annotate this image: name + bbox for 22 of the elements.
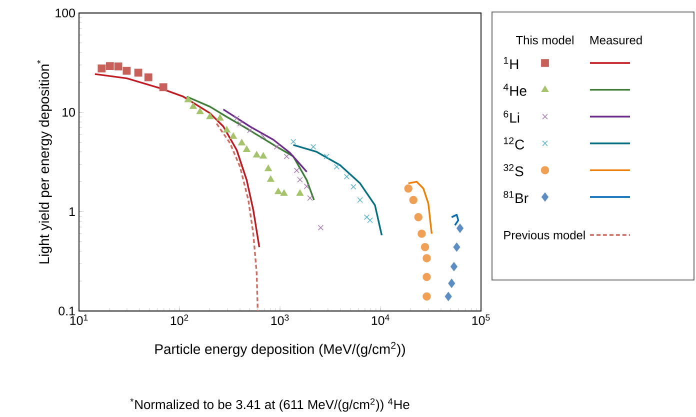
x-tick-label: 10$^{3}$ <box>271 314 289 326</box>
y-axis-title: Light yield per energy deposition$^{*}$ <box>37 60 52 264</box>
line-series <box>450 214 460 226</box>
x-tick-label: 10$^{1}$ <box>70 314 88 325</box>
legend-label: Previous model <box>504 230 585 240</box>
y-tick-label: 10 <box>62 108 75 117</box>
legend-label: $^{1}$H <box>504 57 518 69</box>
x-axis-title: Particle energy deposition (MeV/(g/cm$^{2}$)) <box>155 342 405 357</box>
text: $^{*}$Normalized to be 3.41 at (611 MeV/(g/cm$^{2}$)) $^{4}$He <box>130 398 410 412</box>
text: This model <box>516 36 574 44</box>
y-tick-label: 0.1 <box>58 306 75 316</box>
legend-label: $^{32}$S <box>504 164 524 176</box>
x-tick-label: 10$^{4}$ <box>372 314 390 325</box>
legend-label: $^{4}$He <box>503 84 526 96</box>
legend-label: $^{81}$Br <box>504 190 528 204</box>
y-tick-label: 100 <box>56 8 75 18</box>
x-tick-label: 10$^{5}$ <box>472 314 490 325</box>
legend-label: $^{12}$C <box>504 137 524 150</box>
text: Measured <box>590 36 642 44</box>
y-tick-label: 1 <box>70 207 75 216</box>
legend-label: $^{6}$Li <box>504 110 520 123</box>
x-tick-label: 10$^{2}$ <box>170 314 188 326</box>
